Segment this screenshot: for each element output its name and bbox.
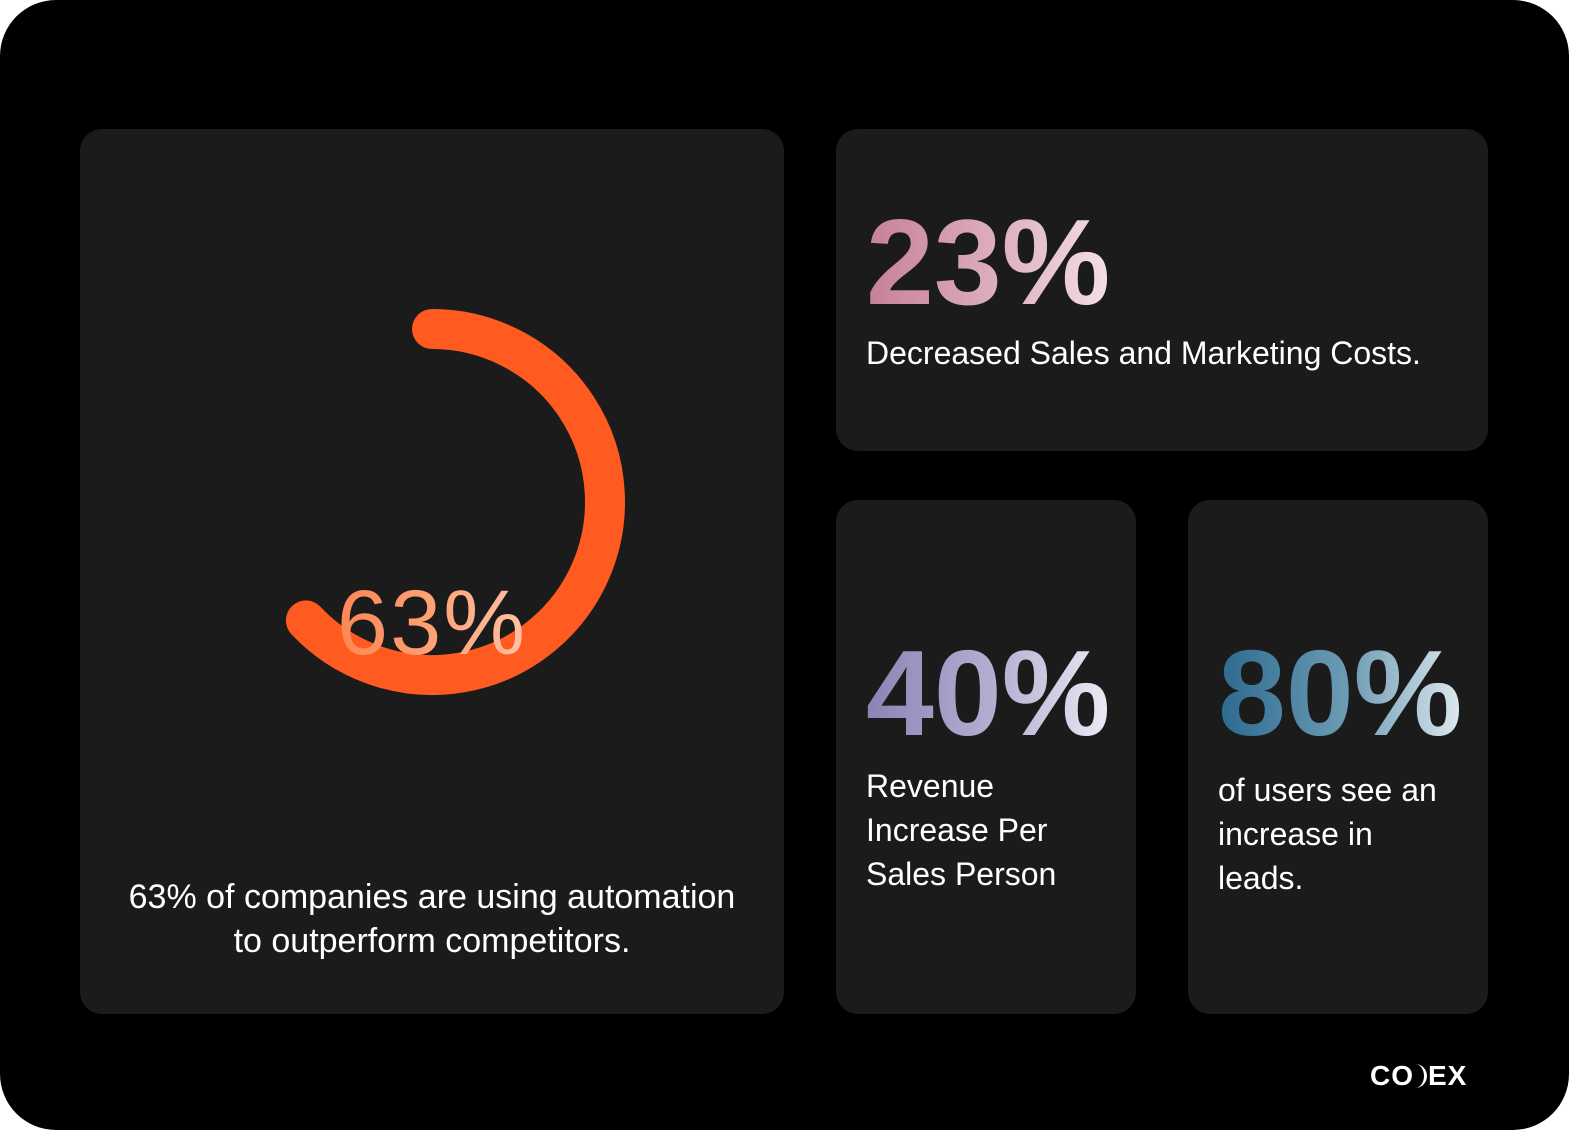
- leads-description-line: increase in: [1218, 816, 1373, 852]
- progress-ring: [285, 309, 625, 695]
- leads-percentage: 80%: [1218, 625, 1463, 761]
- revenue-percentage: 40%: [866, 625, 1111, 761]
- costs-description-line: Decreased Sales and Marketing Costs.: [866, 335, 1421, 371]
- automation-percentage: 63%: [230, 577, 634, 669]
- costs-stat-card: 23% Decreased Sales and Marketing Costs.: [836, 129, 1488, 451]
- codex-logo: CO EX: [1370, 1056, 1467, 1096]
- revenue-description-line: Sales Person: [866, 856, 1057, 892]
- revenue-stat-card: 40% Revenue Increase Per Sales Person: [836, 500, 1136, 1014]
- automation-caption-line: 63% of companies are using automation: [128, 878, 736, 916]
- logo-text-right: EX: [1428, 1060, 1468, 1091]
- automation-caption: 63% of companies are using automation to…: [80, 875, 784, 963]
- leads-description: of users see an increase in leads.: [1218, 768, 1437, 900]
- leads-description-line: leads.: [1218, 860, 1304, 896]
- revenue-description: Revenue Increase Per Sales Person: [866, 764, 1056, 896]
- revenue-description-line: Revenue: [866, 768, 995, 804]
- costs-percentage: 23%: [866, 194, 1111, 330]
- costs-description: Decreased Sales and Marketing Costs.: [866, 331, 1421, 375]
- leads-description-line: of users see an: [1218, 772, 1437, 808]
- automation-stat-card: 63% 63% of companies are using automatio…: [80, 129, 784, 1014]
- crescent-icon: [1415, 1063, 1427, 1088]
- logo-text-left: CO: [1370, 1060, 1414, 1091]
- progress-ring-arc: [285, 309, 625, 695]
- leads-stat-card: 80% of users see an increase in leads.: [1188, 500, 1488, 1014]
- automation-caption-line: to outperform competitors.: [233, 922, 631, 960]
- revenue-description-line: Increase Per: [866, 812, 1048, 848]
